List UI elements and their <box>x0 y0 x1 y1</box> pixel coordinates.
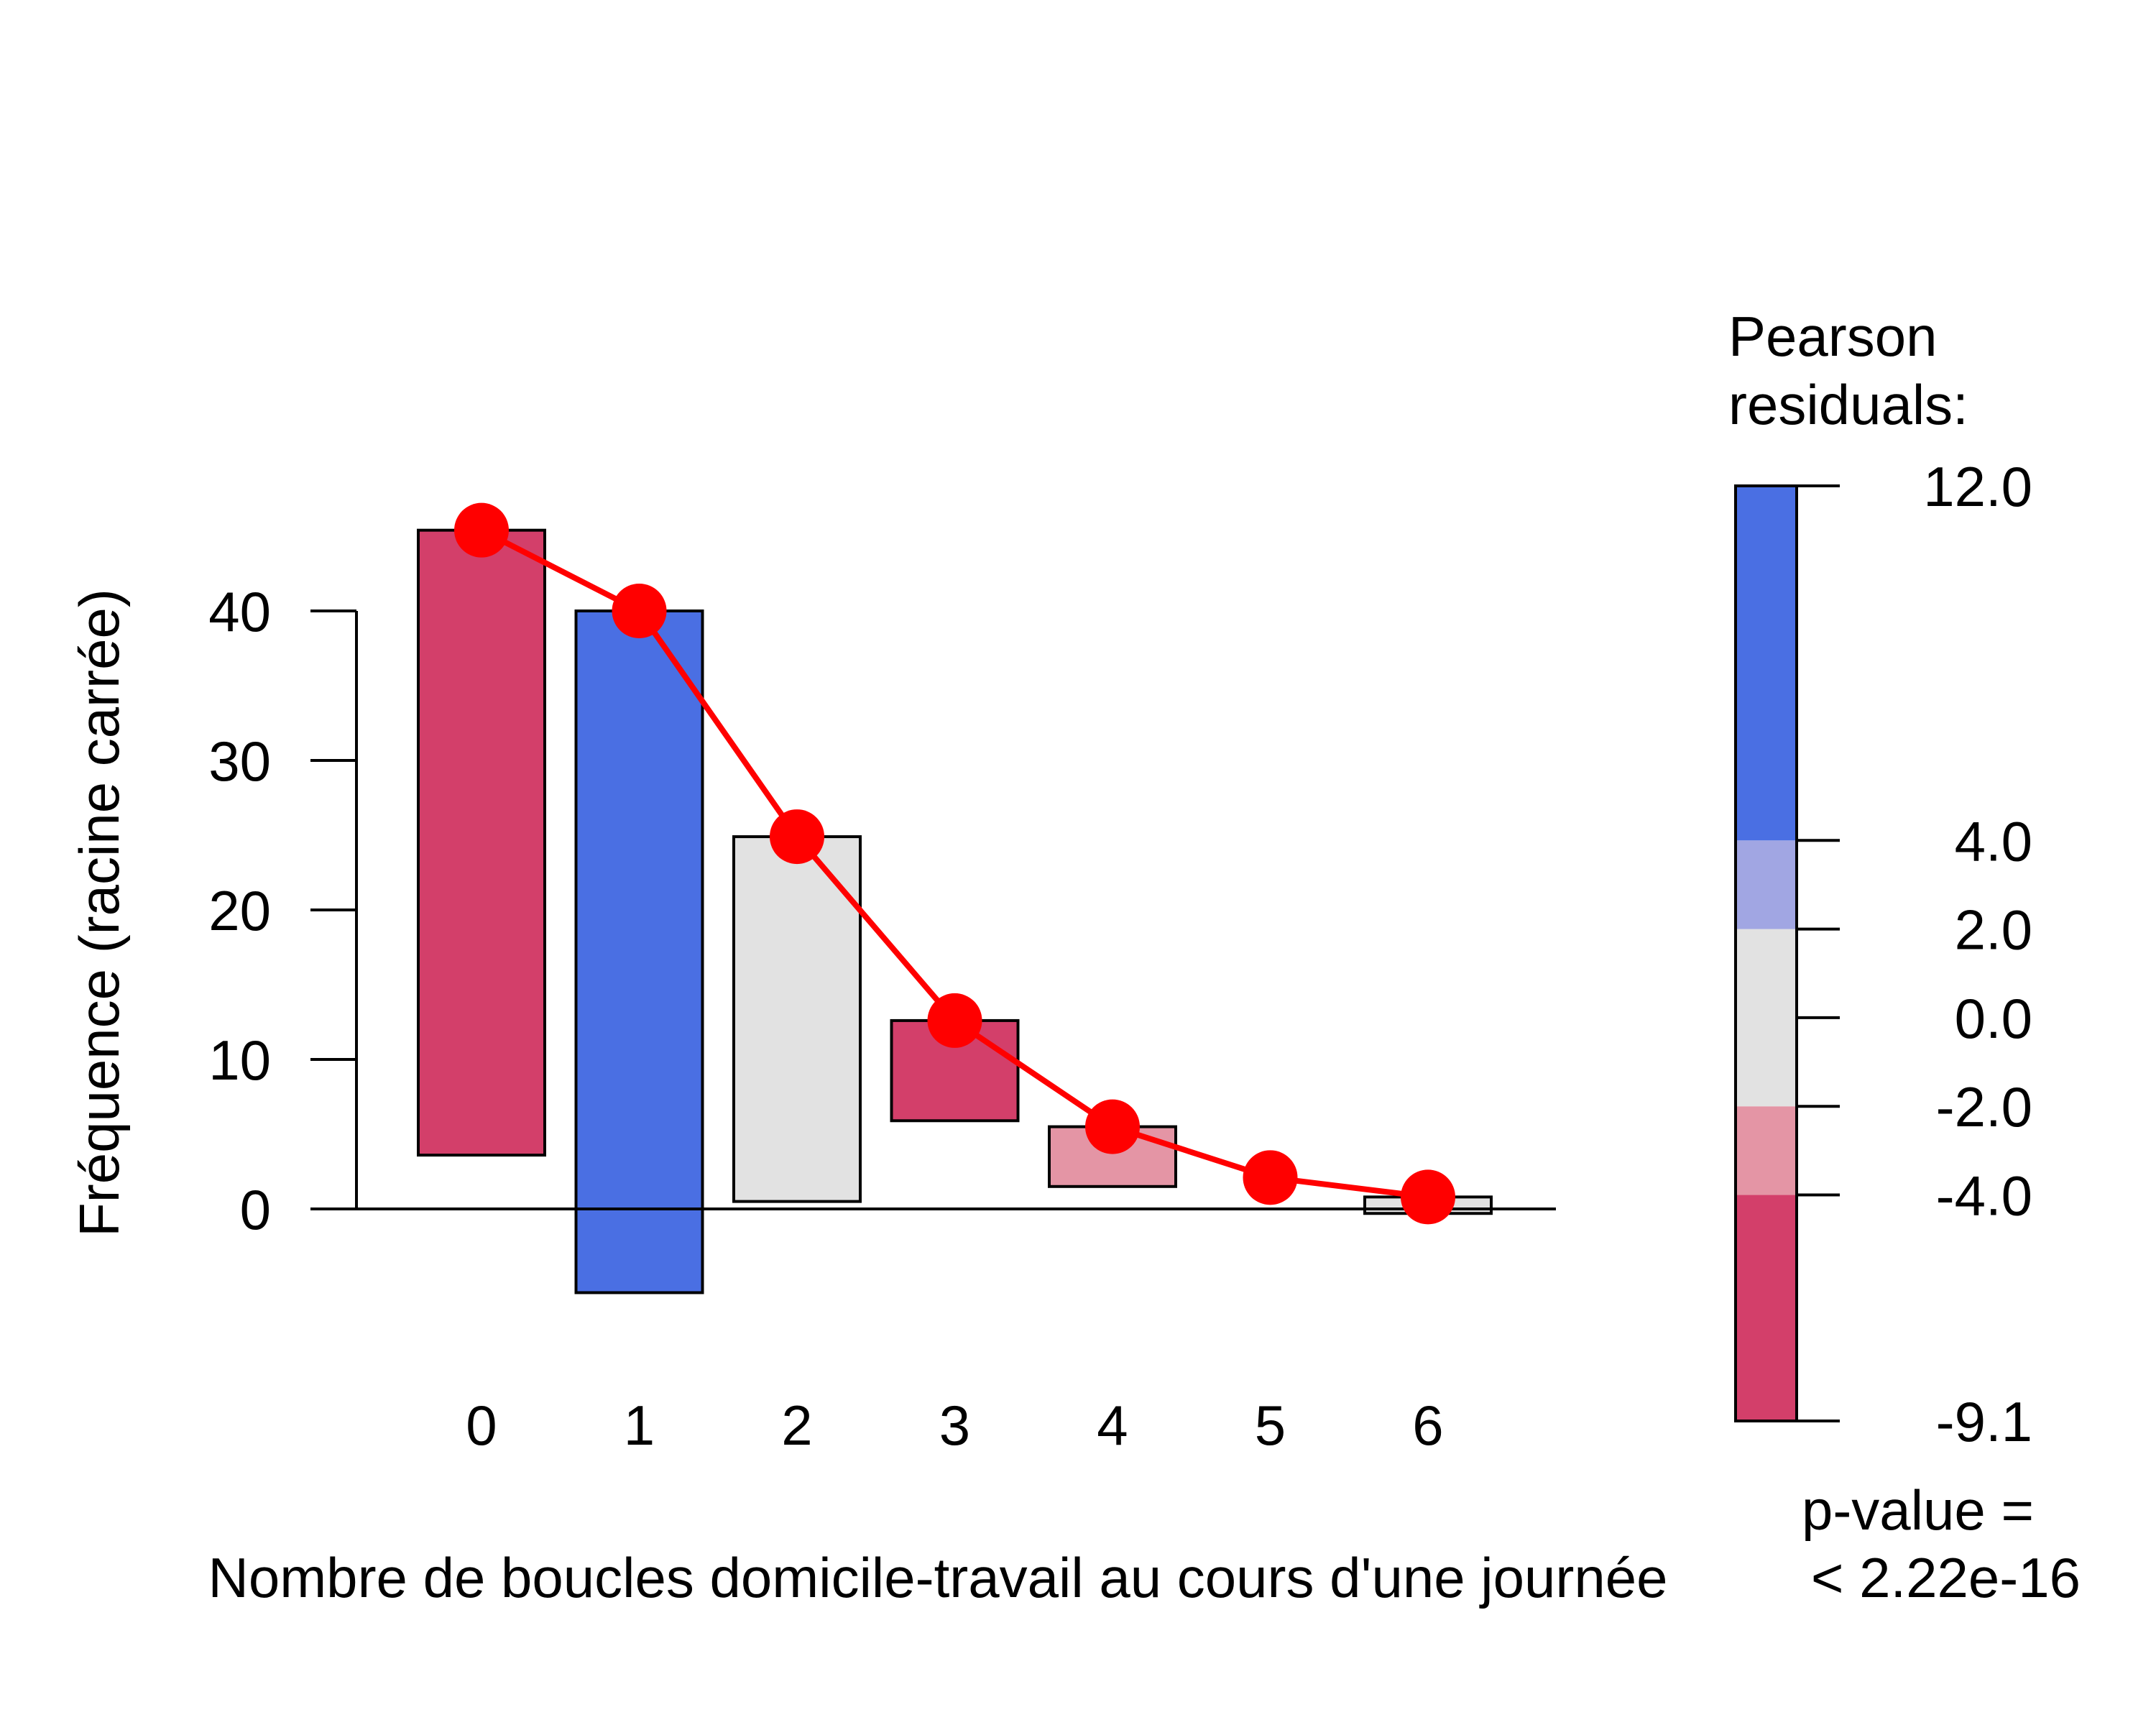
legend-color-bar <box>1734 484 1798 1422</box>
expected-point-6 <box>1401 1169 1455 1225</box>
bar-1 <box>574 610 704 1294</box>
expected-point-3 <box>927 993 982 1048</box>
y-tick-label-20: 20 <box>208 879 271 942</box>
legend-bar-border <box>1734 484 1798 1422</box>
pvalue-line-2: < 2.22e-16 <box>1811 1546 2081 1609</box>
y-axis: 0 10 20 30 40 <box>208 580 358 1241</box>
legend-title-line-2: residuals: <box>1728 373 1968 436</box>
legend-title-line-1: Pearson <box>1728 305 1938 368</box>
y-tick-label-10: 10 <box>208 1029 271 1092</box>
legend-band-3 <box>1736 840 1797 929</box>
legend-tick-label-4: 2.0 <box>1955 898 2032 962</box>
legend-tick-label-5: 4.0 <box>1955 809 2032 873</box>
legend-tick-label-6: 12.0 <box>1923 455 2032 518</box>
legend-ticks: -9.1 -4.0 -2.0 0.0 2.0 4.0 12.0 <box>1797 455 2032 1453</box>
expected-point-2 <box>770 809 824 865</box>
legend-tick-label-0: -9.1 <box>1936 1390 2032 1453</box>
expected-point-5 <box>1243 1150 1298 1205</box>
x-axis-title: Nombre de boucles domicile-travail au co… <box>208 1546 1668 1609</box>
legend-band-4 <box>1736 486 1797 841</box>
x-tick-label-0: 0 <box>466 1394 497 1457</box>
y-tick-label-0: 0 <box>240 1178 271 1241</box>
x-tick-label-5: 5 <box>1255 1394 1286 1457</box>
y-tick-label-40: 40 <box>208 580 271 643</box>
expected-point-4 <box>1085 1099 1140 1154</box>
legend-band-1 <box>1736 1106 1797 1195</box>
legend-band-2 <box>1736 929 1797 1107</box>
y-axis-title: Fréquence (racine carrée) <box>68 589 131 1237</box>
pvalue-line-1: p-value = <box>1802 1478 2034 1542</box>
bar-0 <box>417 528 546 1157</box>
y-tick-label-30: 30 <box>208 730 271 793</box>
legend-tick-label-2: -2.0 <box>1936 1075 2032 1138</box>
expected-point-0 <box>454 502 509 558</box>
legend-tick-label-1: -4.0 <box>1936 1164 2032 1228</box>
x-tick-label-6: 6 <box>1412 1394 1443 1457</box>
expected-frequency-line <box>454 502 1455 1225</box>
x-tick-labels: 0 1 2 3 4 5 6 <box>466 1394 1443 1457</box>
legend-tick-label-3: 0.0 <box>1955 987 2032 1050</box>
x-tick-label-3: 3 <box>939 1394 970 1457</box>
expected-point-1 <box>612 584 667 638</box>
legend-band-0 <box>1736 1195 1797 1421</box>
bars <box>417 528 1493 1294</box>
x-tick-label-1: 1 <box>624 1394 655 1457</box>
residuals-legend: Pearson residuals: -9.1 -4.0 -2.0 0.0 2.0 4.0… <box>1728 305 2081 1609</box>
x-tick-label-4: 4 <box>1097 1394 1128 1457</box>
x-tick-label-2: 2 <box>781 1394 812 1457</box>
